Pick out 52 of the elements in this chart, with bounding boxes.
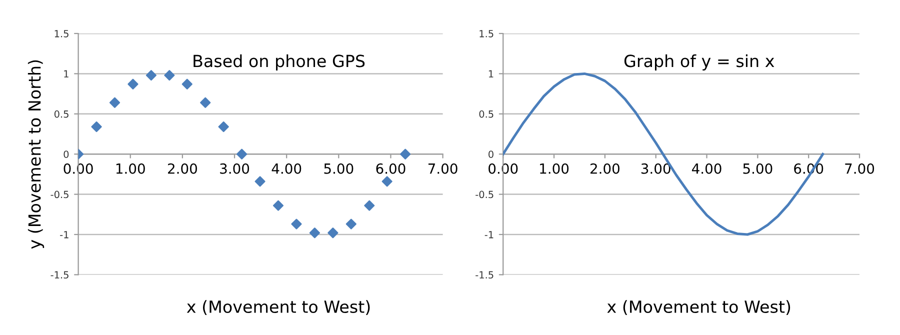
x-tick-label: 2.00 — [590, 163, 620, 174]
x-tick-label: 3.00 — [641, 163, 670, 174]
y-tick-label: -1 — [60, 231, 68, 238]
point — [382, 176, 392, 187]
y-tick-label: 1.5 — [54, 30, 68, 38]
y-tick-label: -0.5 — [50, 190, 68, 198]
y-tick-label: 0 — [64, 150, 69, 158]
x-tick-label: 7.00 — [845, 163, 874, 174]
x-tick-label: 1.00 — [540, 163, 569, 174]
x-tick-label: 7.00 — [428, 163, 458, 174]
x-tick-label: 2.00 — [168, 163, 197, 174]
x-tick-label: 4.00 — [272, 163, 302, 174]
point — [254, 176, 266, 187]
point — [400, 148, 411, 160]
x-tick-label: 5.00 — [324, 163, 354, 174]
y-tick-label: 1.5 — [480, 30, 494, 38]
x-axis-title: x (Movement to West) — [607, 300, 790, 315]
point — [364, 200, 375, 211]
y-tick-label: -0.5 — [476, 190, 494, 198]
point — [200, 97, 211, 108]
y-tick-label: 1 — [64, 70, 68, 78]
point — [182, 78, 192, 90]
point — [291, 218, 302, 230]
y-tick-label: -1.5 — [50, 271, 68, 279]
y-axis-title: y (Movement to North) — [28, 60, 44, 249]
x-tick-label: 0.00 — [64, 163, 93, 174]
x-tick-label: 0.00 — [488, 163, 518, 174]
x-tick-label: 6.00 — [376, 163, 406, 174]
point — [272, 200, 284, 211]
x-tick-label: 3.00 — [220, 163, 250, 174]
point — [328, 228, 338, 238]
point — [109, 97, 120, 108]
point — [346, 218, 356, 230]
y-tick-label: -1 — [484, 231, 494, 238]
y-tick-label: 1 — [488, 70, 494, 78]
point — [164, 70, 175, 81]
point — [218, 121, 229, 132]
point — [146, 70, 156, 81]
x-tick-label: 4.00 — [692, 163, 722, 174]
point — [309, 228, 320, 238]
x-tick-label: 5.00 — [743, 163, 772, 174]
y-tick-label: 0.5 — [54, 110, 68, 118]
text: Graph of y = sin x — [624, 54, 774, 71]
y-tick-label: 0.5 — [479, 110, 494, 118]
point — [91, 121, 102, 132]
point — [128, 78, 138, 90]
point — [236, 148, 248, 160]
x-tick-label: 1.00 — [116, 163, 145, 174]
y-tick-label: 0 — [488, 150, 494, 158]
y-tick-label: -1.5 — [476, 271, 494, 279]
x-axis-title: x (Movement to West) — [186, 300, 370, 315]
text: Based on phone GPS — [194, 54, 365, 71]
